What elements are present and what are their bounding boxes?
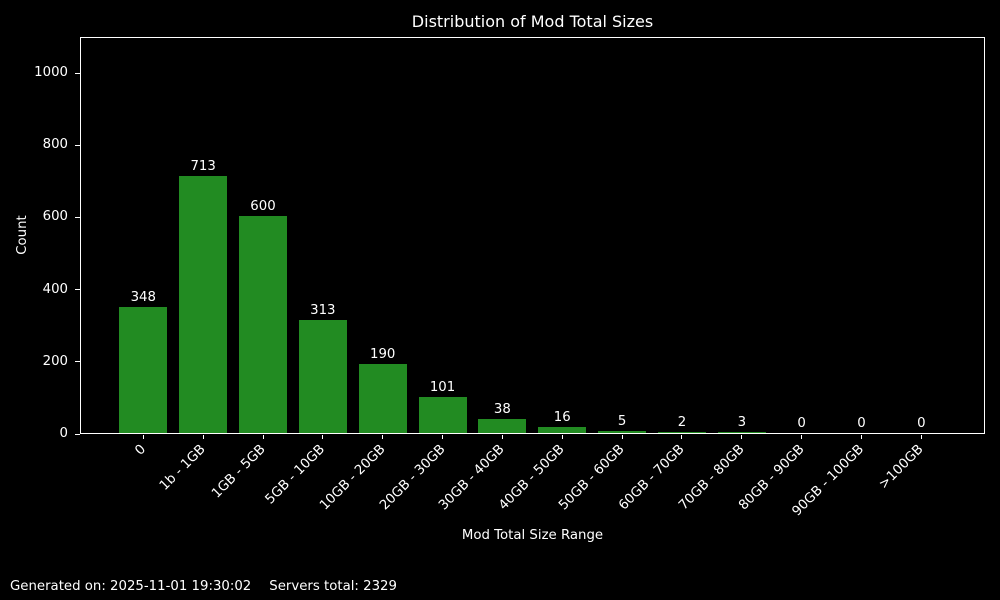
servers-total-count: Servers total: 2329 [269, 579, 397, 594]
bar-value-label: 348 [130, 290, 156, 305]
x-tick [561, 435, 563, 439]
y-tick-label: 600 [42, 209, 68, 225]
x-tick [741, 435, 743, 439]
x-tick [501, 435, 503, 439]
x-tick-label-text: 0 [132, 442, 149, 459]
bar [657, 432, 706, 433]
bar [717, 432, 766, 433]
bar-value-label: 101 [429, 380, 456, 395]
bar [418, 397, 467, 433]
x-axis-label: Mod Total Size Range [461, 528, 604, 543]
bar [598, 431, 647, 433]
bar-value-label: 713 [190, 159, 216, 174]
x-tick [681, 435, 683, 439]
bar-value-label: 3 [737, 415, 747, 430]
y-tick [75, 289, 80, 291]
x-tick-label-text: >100GB [876, 442, 927, 493]
x-tick [382, 435, 384, 439]
plot-area [80, 37, 985, 434]
bar-value-label: 0 [917, 416, 926, 431]
generated-timestamp: Generated on: 2025-11-01 19:30:02 [10, 579, 252, 594]
y-tick [75, 144, 80, 146]
chart-title: Distribution of Mod Total Sizes [411, 12, 654, 31]
x-tick [621, 435, 623, 439]
x-tick [142, 435, 144, 439]
x-tick [801, 435, 803, 439]
bar [119, 307, 168, 433]
bar [538, 427, 587, 433]
y-tick-label: 0 [59, 426, 68, 441]
bar [358, 364, 407, 433]
x-tick-label-text: 1b - 1GB [157, 442, 209, 494]
x-tick-label-text: 5GB - 10GB [263, 442, 329, 508]
y-tick [75, 72, 80, 74]
bar [478, 419, 527, 433]
y-tick-label: 1000 [34, 65, 68, 81]
bar-value-label: 313 [310, 303, 336, 318]
bar-value-label: 600 [250, 199, 276, 214]
bar-value-label: 16 [553, 410, 571, 425]
x-tick [202, 435, 204, 439]
bar [179, 176, 228, 433]
x-tick [442, 435, 444, 439]
y-tick [75, 216, 80, 218]
x-tick [920, 435, 922, 439]
y-tick [75, 361, 80, 363]
x-tick-label-text: 1GB - 5GB [209, 442, 269, 502]
bar-value-label: 38 [493, 402, 511, 417]
y-axis-label: Count [14, 215, 30, 255]
footer: Generated on: 2025-11-01 19:30:02 Server… [10, 579, 397, 594]
y-tick [75, 433, 80, 435]
bar-value-label: 0 [797, 416, 806, 431]
bar-value-label: 0 [857, 416, 866, 431]
x-tick [262, 435, 264, 439]
y-tick-label: 200 [42, 353, 68, 369]
bar-value-label: 2 [677, 415, 687, 430]
bar-value-label: 5 [617, 414, 627, 429]
y-tick-label: 400 [42, 281, 68, 297]
bar [239, 216, 287, 433]
bar-value-label: 190 [369, 347, 396, 362]
x-tick [861, 435, 862, 439]
x-tick [322, 435, 324, 439]
y-tick-label: 800 [42, 137, 68, 153]
bar [298, 320, 347, 433]
